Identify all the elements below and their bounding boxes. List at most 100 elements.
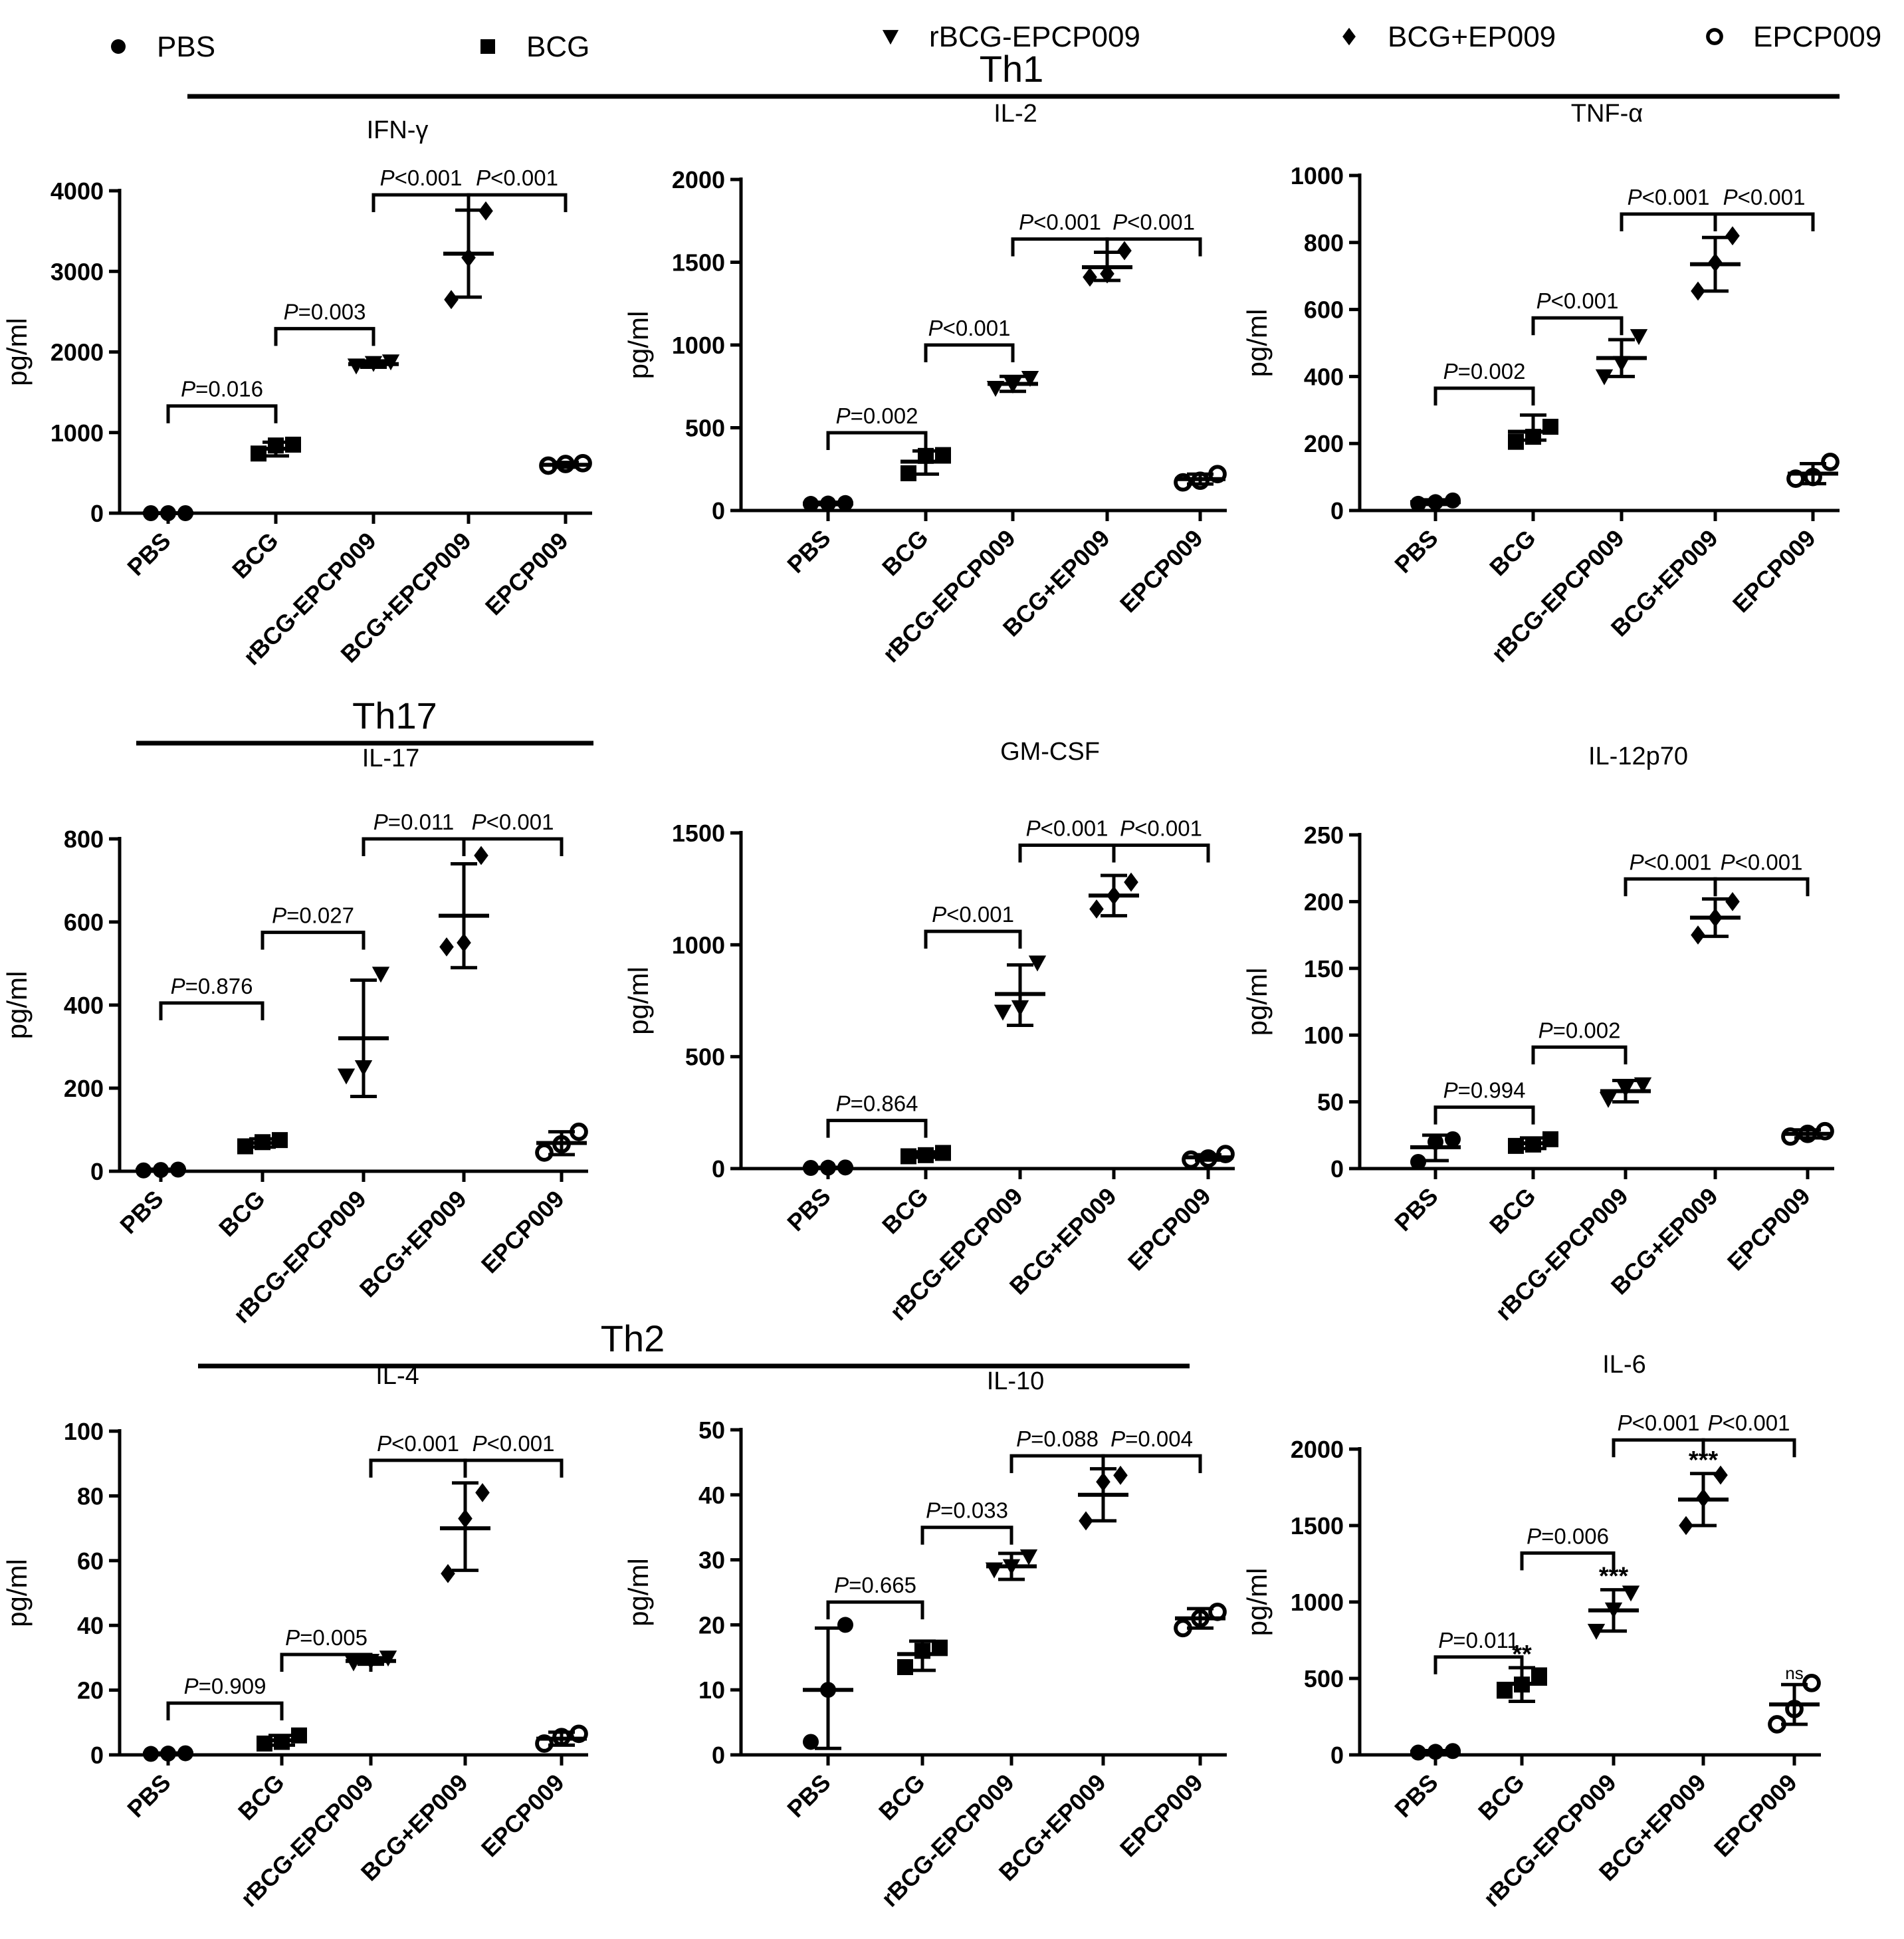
p-value-label: P<0.001: [1536, 288, 1619, 313]
comparison-bracket: P<0.001: [1011, 210, 1109, 257]
y-tick-label-il-10: 40: [698, 1482, 725, 1509]
legend-marker-rbcg-epcp009: [882, 30, 899, 45]
data-point: [1725, 892, 1740, 911]
data-point: [1713, 1465, 1728, 1485]
data-point: [1599, 1091, 1618, 1108]
y-tick-label-ifn: 3000: [51, 258, 104, 285]
y-tick-label-il-2: 2000: [672, 166, 725, 193]
legend-marker-bcg: [480, 39, 495, 54]
series-bcg: [900, 1145, 951, 1165]
y-tick-label-il-12p70: 150: [1304, 955, 1344, 982]
data-point: [1410, 1153, 1426, 1170]
comparison-bracket: P=0.088: [1009, 1426, 1105, 1474]
series-pbs: [803, 1159, 853, 1176]
p-value-label: P=0.909: [184, 1674, 266, 1698]
x-tick-label-bcg: BCG: [873, 1769, 930, 1826]
data-point: [1587, 1623, 1606, 1640]
bracket-line: [1713, 877, 1810, 897]
bracket-line: [1624, 877, 1717, 897]
data-point: [1595, 369, 1614, 386]
data-point: [439, 937, 454, 957]
panel-title-il-6: IL-6: [1602, 1351, 1645, 1379]
x-tick-label-epcp009: EPCP009: [1114, 1769, 1208, 1863]
series-pbs: [803, 495, 853, 513]
data-point: [837, 1617, 853, 1633]
x-tick-label-epcp009: EPCP009: [1114, 524, 1208, 618]
data-point: [1028, 955, 1047, 972]
p-value-label: P=0.027: [272, 903, 354, 928]
data-point: [1725, 226, 1740, 246]
bracket-line: [1105, 237, 1202, 257]
series-bcg-ep009: [1690, 226, 1741, 301]
p-value-label: P=0.002: [836, 403, 918, 428]
y-tick-label-gm-csf: 1500: [672, 820, 725, 847]
y-axis-label-tnf: pg/ml: [1241, 309, 1273, 378]
data-point: [474, 846, 488, 865]
y-tick-label-il-12p70: 0: [1330, 1155, 1344, 1183]
p-value-label: P=0.033: [926, 1498, 1008, 1523]
x-tick-label-bcg-ep009: BCG+EP009: [354, 1185, 472, 1303]
comparison-bracket: P<0.001: [462, 810, 564, 856]
bracket-line: [1713, 212, 1815, 231]
bracket-line: [166, 1701, 284, 1721]
group-title-th1: Th1: [980, 48, 1044, 90]
p-value-label: P=0.665: [834, 1573, 916, 1597]
panel-title-il-4: IL-4: [375, 1362, 419, 1390]
y-axis-label-gm-csf: pg/ml: [623, 967, 654, 1035]
legend-label-bcg: BCG: [526, 31, 589, 63]
data-point: [1508, 1137, 1524, 1154]
series-pbs: [1410, 1743, 1461, 1761]
comparison-bracket: P=0.003: [274, 299, 375, 346]
comparison-bracket: P=0.005: [280, 1625, 373, 1672]
series-bcg-ep009: [439, 846, 489, 970]
series-rbcg-epcp009: [994, 955, 1047, 1028]
comparison-bracket: P<0.001: [1624, 850, 1717, 897]
bracket-line: [826, 1600, 924, 1620]
x-tick-label-pbs: PBS: [122, 1769, 175, 1823]
group-title-th2: Th2: [601, 1317, 665, 1359]
data-point: [444, 290, 459, 310]
series-pbs: [1410, 492, 1461, 512]
y-tick-label-tnf: 800: [1304, 229, 1344, 257]
bracket-line: [1112, 844, 1210, 863]
bracket-line: [1620, 212, 1717, 231]
bracket-line: [463, 1458, 564, 1478]
bracket-line: [261, 931, 366, 950]
comparison-bracket: P<0.001: [924, 316, 1015, 362]
comparison-bracket: P<0.001: [1018, 816, 1116, 863]
bracket-line: [462, 837, 564, 856]
series-pbs: [803, 1617, 853, 1750]
x-tick-label-epcp009: EPCP009: [480, 527, 574, 621]
bracket-line: [1101, 1454, 1202, 1474]
bracket-line: [1011, 237, 1109, 257]
comparison-bracket: P<0.001: [1105, 210, 1202, 257]
y-axis-label-il-6: pg/ml: [1241, 1568, 1273, 1637]
y-axis-label-il-10: pg/ml: [623, 1558, 654, 1627]
legend-item-pbs: PBS: [111, 31, 215, 63]
series-pbs: [136, 1161, 186, 1179]
p-value-label: P<0.001: [1120, 816, 1202, 841]
comparison-bracket: P=0.002: [1531, 1018, 1628, 1065]
data-point: [337, 1068, 356, 1085]
series-epcp009: [1182, 1145, 1235, 1169]
comparison-bracket: P=0.864: [826, 1091, 928, 1138]
y-tick-label-il-10: 0: [712, 1742, 725, 1769]
x-tick-label-bcg: BCG: [233, 1769, 290, 1826]
panel-title-il-12p70: IL-12p70: [1588, 742, 1688, 770]
series-epcp009: [1174, 1602, 1227, 1638]
y-axis-label-il-4: pg/ml: [1, 1559, 33, 1627]
data-point: [1089, 899, 1104, 919]
comparison-bracket: P=0.665: [826, 1573, 924, 1620]
x-tick-label-pbs: PBS: [114, 1185, 168, 1239]
legend-item-bcg: BCG: [480, 31, 589, 63]
data-point: [994, 1004, 1012, 1021]
group-th17: Th17: [136, 695, 593, 746]
comparison-bracket: P=0.006: [1520, 1524, 1616, 1571]
bracket-line: [920, 1526, 1013, 1545]
bracket-line: [1018, 844, 1116, 863]
p-value-label: P=0.006: [1527, 1524, 1609, 1548]
bracket-line: [467, 193, 568, 213]
